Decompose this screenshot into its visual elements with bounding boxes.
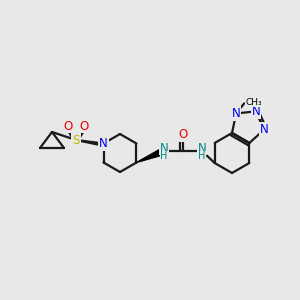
Text: H: H xyxy=(198,151,206,161)
Text: O: O xyxy=(80,119,88,133)
Text: N: N xyxy=(198,142,206,154)
Text: H: H xyxy=(160,151,168,161)
Text: N: N xyxy=(232,107,241,120)
Text: O: O xyxy=(178,128,188,142)
Text: N: N xyxy=(252,105,260,118)
Text: S: S xyxy=(72,134,80,146)
Text: N: N xyxy=(260,123,268,136)
Text: N: N xyxy=(99,137,108,150)
Text: O: O xyxy=(63,119,73,133)
Polygon shape xyxy=(136,148,165,163)
Text: N: N xyxy=(160,142,168,154)
Text: CH₃: CH₃ xyxy=(245,98,262,107)
